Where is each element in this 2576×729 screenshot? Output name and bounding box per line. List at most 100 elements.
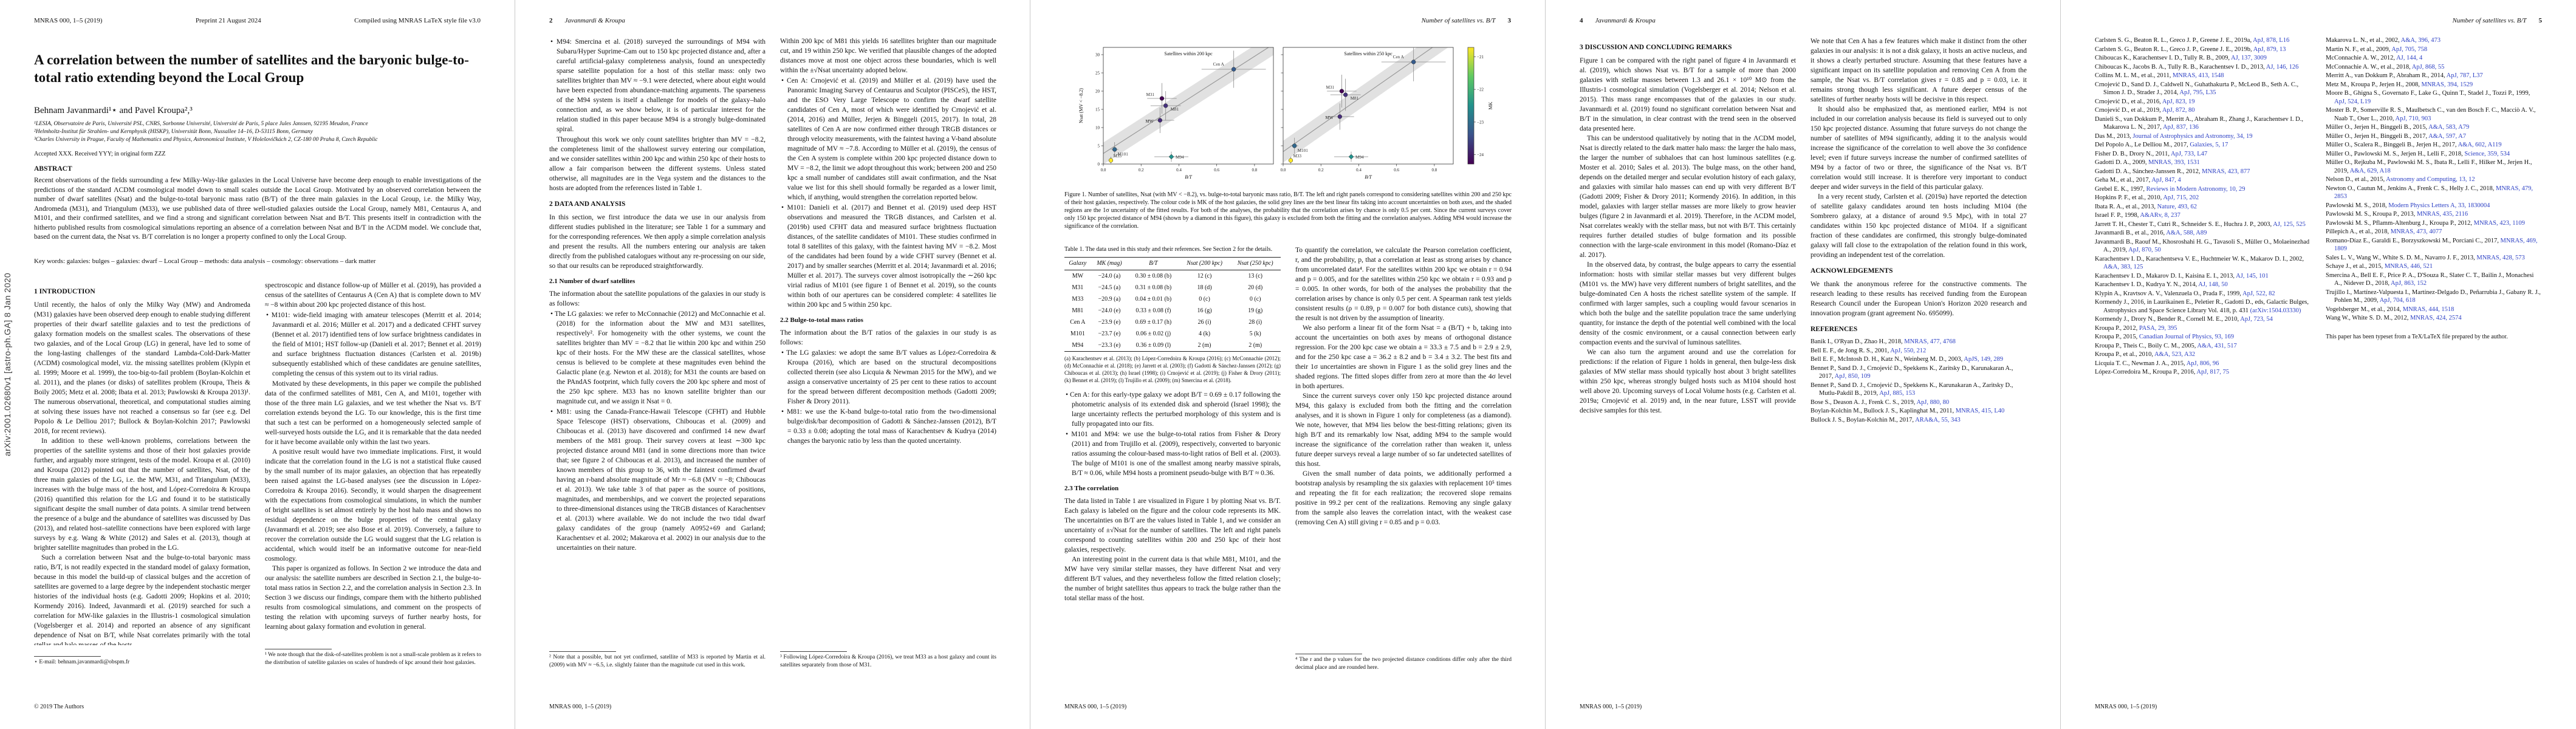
reference-link[interactable]: ApJ, 823, 19	[2162, 98, 2195, 105]
reference-link[interactable]: PASA, 29, 395	[2139, 324, 2177, 332]
reference-link[interactable]: ApJ, 868, 55	[2411, 63, 2445, 70]
reference-link[interactable]: ApJ, 878, L16	[2253, 37, 2290, 44]
reference-link[interactable]: Astronomy and Computing, 13, 12	[2386, 176, 2475, 183]
reference-link[interactable]: AJ, 144, 4	[2396, 55, 2423, 61]
reference-link[interactable]: ApJ, 715, 202	[2163, 194, 2199, 201]
reference-link[interactable]: ApJS, 149, 289	[1964, 356, 2004, 363]
svg-text:0.8: 0.8	[1252, 168, 1258, 173]
reference-link[interactable]: ApJ, 522, 82	[2242, 290, 2275, 297]
reference-link[interactable]: ApJ, 880, 80	[1916, 399, 1950, 406]
reference-link[interactable]: MNRAS, 446, 521	[2384, 263, 2433, 270]
reference-link[interactable]: A&A, 597, A7	[2428, 132, 2466, 140]
reference-link[interactable]: MNRAS, 393, 1531	[2148, 159, 2200, 166]
paragraph: • The LG galaxies: we adopt the same B/T…	[781, 349, 996, 405]
reference-link[interactable]: ApJ, 524, L19	[2334, 98, 2371, 105]
page2-columns: • M94: Smercina et al. (2018) surveyed t…	[549, 36, 996, 629]
table-header-row: Galaxy MK (mag) B/T Nsat (200 kpc) Nsat (250…	[1064, 257, 1281, 270]
reference-link[interactable]: ApJ, 863, 152	[2391, 280, 2427, 287]
data-table: Galaxy MK (mag) B/T Nsat (200 kpc) Nsat (250…	[1064, 257, 1281, 352]
reference-link[interactable]: Reviews in Modern Astronomy, 10, 29	[2146, 185, 2245, 193]
reference-authors: Nelson D., et al., 2015,	[2326, 176, 2386, 183]
reference-link[interactable]: MNRAS, 423, 877	[2202, 168, 2250, 175]
svg-text:10: 10	[1095, 126, 1100, 131]
reference-link[interactable]: ApJ, 795, L35	[2179, 89, 2216, 96]
reference-link[interactable]: ApJ, 705, 758	[2391, 46, 2428, 53]
reference-link[interactable]: MNRAS, 394, 1529	[2421, 81, 2473, 88]
reference-link[interactable]: AJ, 145, 101	[2236, 272, 2269, 279]
reference-authors: Das M., 2013,	[2095, 132, 2133, 140]
reference-link[interactable]: A&A, 629, A18	[2349, 167, 2391, 174]
reference-link[interactable]: ApJ, 885, 153	[1879, 390, 1916, 397]
table-cell: −20.9 (a)	[1098, 295, 1121, 303]
reference-link[interactable]: Science, 359, 534	[2464, 150, 2510, 157]
reference-link[interactable]: ApJ, 787, L37	[2446, 72, 2483, 79]
reference-link[interactable]: A&A, 588, A89	[2166, 230, 2207, 236]
reference-link[interactable]: AJ, 137, 3009	[2231, 55, 2267, 61]
table-cell: 0.33 ± 0.08 (f)	[1136, 307, 1171, 314]
reference-link[interactable]: MNRAS, 477, 4768	[1904, 338, 1956, 345]
svg-text:M81: M81	[1351, 96, 1359, 101]
reference-link[interactable]: MNRAS, 479, 2853	[2334, 185, 2533, 200]
reference-link[interactable]: Galaxies, 5, 17	[2190, 142, 2228, 148]
reference-link[interactable]: ApJ, 733, L47	[2171, 150, 2208, 157]
reference-item: Schaye J., et al., 2015, MNRAS, 446, 521	[2326, 262, 2542, 271]
reference-link[interactable]: MNRAS, 428, 573	[2476, 254, 2525, 261]
reference-authors: Fisher D. B., Drory N., 2011,	[2095, 150, 2171, 157]
svg-text:Cen A: Cen A	[1213, 62, 1225, 67]
reference-authors: Crnojević D., et al., 2019,	[2095, 107, 2162, 114]
reference-link[interactable]: A&A, 523, A32	[2154, 351, 2196, 358]
reference-authors: Kormendy J., Drory N., Bender R., Cornel…	[2095, 316, 2241, 323]
table-cell: 0 (c)	[1199, 295, 1210, 303]
reference-authors: Karachentsev I. D., Kudrya Y. N., 2014,	[2095, 281, 2199, 288]
svg-text:Nsat (MV < −8.2): Nsat (MV < −8.2)	[1078, 88, 1084, 123]
reference-link[interactable]: AJ, 125, 525	[2273, 221, 2306, 228]
table-cell: 0.31 ± 0.08 (b)	[1135, 284, 1172, 291]
reference-link[interactable]: ApJ, 550, 212	[1890, 347, 1927, 354]
reference-link[interactable]: MNRAS, 423, 1109	[2473, 219, 2525, 227]
reference-link[interactable]: MNRAS, 473, 4077	[2390, 228, 2442, 235]
reference-link[interactable]: Journal of Astrophysics and Astronomy, 3…	[2132, 132, 2253, 140]
reference-link[interactable]: MNRAS, 415, L40	[1955, 408, 2005, 414]
reference-link[interactable]: ApJ, 806, 96	[2186, 360, 2219, 367]
reference-link[interactable]: Nature, 493, 62	[2157, 203, 2197, 210]
reference-link[interactable]: ApJ, 850, 109	[1834, 373, 1871, 380]
reference-link[interactable]: A&A, 396, 473	[2400, 37, 2441, 44]
table-cell: M101	[1070, 330, 1085, 337]
reference-link[interactable]: A&A, 383, 125	[2103, 264, 2143, 270]
reference-item: Boylan-Kolchin M., Bullock J. S., Kaplin…	[1810, 407, 2027, 416]
reference-link[interactable]: MNRAS, 413, 1548	[2172, 72, 2224, 79]
reference-link[interactable]: AJ, 146, 126	[2266, 63, 2299, 70]
reference-link[interactable]: A&A, 602, A119	[2458, 142, 2502, 148]
reference-link[interactable]: ApJ, 870, 50	[2128, 247, 2161, 253]
reference-link[interactable]: Canadian Journal of Physics, 93, 169	[2139, 334, 2234, 340]
reference-link[interactable]: ApJ, 704, 618	[2379, 297, 2416, 304]
reference-link[interactable]: A&ARv, 8, 237	[2140, 212, 2180, 219]
reference-link[interactable]: ApJ, 723, 54	[2240, 316, 2273, 323]
reference-link[interactable]: (arXiv:1504.03330)	[2250, 307, 2301, 314]
reference-link[interactable]: ApJ, 872, 80	[2162, 107, 2195, 114]
reference-item: Bell E. F., McIntosh D. H., Katz N., Wei…	[1810, 355, 2027, 364]
reference-item: Nelson D., et al., 2015, Astronomy and C…	[2326, 176, 2542, 184]
footnote-text: ⁴ The r and the p values for the two pro…	[1295, 657, 1512, 671]
reference-link[interactable]: ApJ, 879, 13	[2253, 46, 2286, 53]
reference-item: Crnojević D., et al., 2019, ApJ, 872, 80	[2095, 106, 2311, 115]
reference-link[interactable]: AJ, 148, 50	[2198, 281, 2228, 288]
reference-link[interactable]: A&A, 431, 517	[2197, 342, 2237, 349]
reference-link[interactable]: MNRAS, 444, 1518	[2402, 306, 2454, 313]
reference-authors: Kroupa P., Theis C., Boily C. M., 2005,	[2095, 342, 2197, 349]
reference-link[interactable]: Modern Physics Letters A, 33, 1830004	[2388, 202, 2490, 209]
reference-link[interactable]: ApJ, 847, 4	[2151, 177, 2181, 183]
reference-item: Collins M. L. M., et al., 2011, MNRAS, 4…	[2095, 72, 2311, 80]
reference-link[interactable]: ARA&A, 55, 343	[1915, 416, 1961, 423]
reference-link[interactable]: ApJ, 710, 903	[2395, 115, 2431, 122]
reference-link[interactable]: MNRAS, 435, 2116	[2416, 211, 2468, 217]
paragraph: • M101: Danieli et al. (2017) and Bennet…	[781, 204, 996, 309]
reference-item: Müller O., Jerjen H., Binggeli B., 2015,…	[2326, 123, 2542, 132]
reference-link[interactable]: ApJ, 837, 136	[2162, 124, 2199, 131]
reference-link[interactable]: A&A, 583, A79	[2428, 124, 2470, 131]
reference-link[interactable]: ApJ, 817, 75	[2196, 369, 2230, 375]
reference-link[interactable]: MNRAS, 424, 2574	[2410, 315, 2462, 321]
reference-item: Müller O., Jerjen H., Binggeli B., 2017,…	[2326, 132, 2542, 141]
reference-item: Gadotti D. A., Sánchez-Janssen R., 2012,…	[2095, 168, 2311, 176]
reference-link[interactable]: MNRAS, 469, 1809	[2334, 237, 2538, 253]
